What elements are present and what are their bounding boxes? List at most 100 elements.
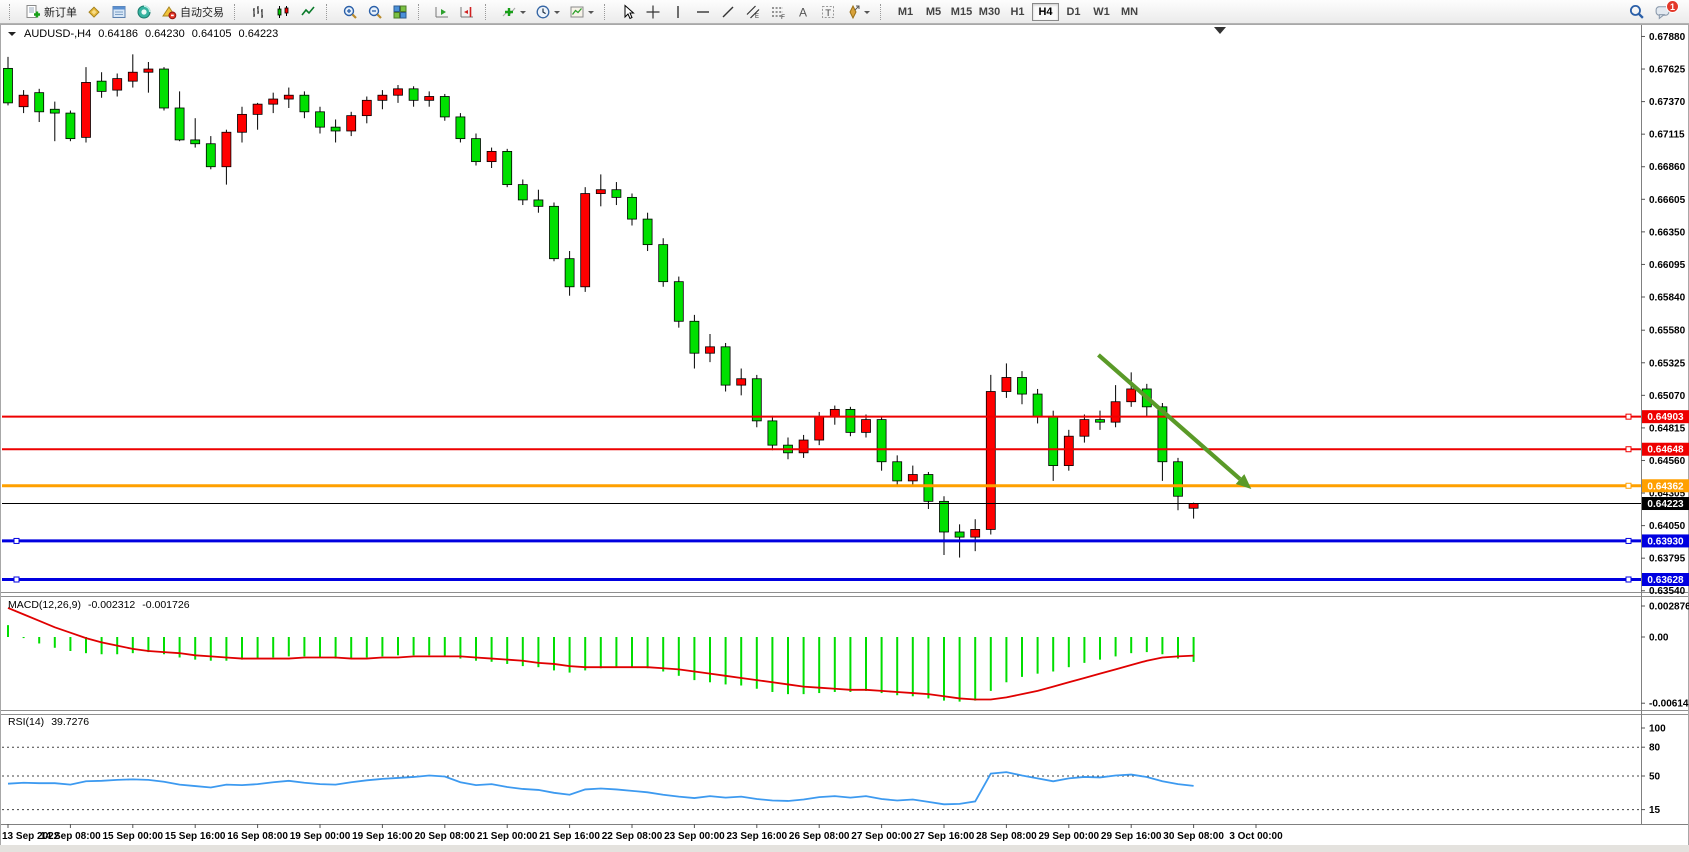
templates-button[interactable]	[565, 2, 598, 22]
zoom-in-button[interactable]	[338, 2, 362, 22]
candle[interactable]	[876, 419, 887, 463]
timeframe-m15-button[interactable]: M15	[950, 5, 973, 18]
timeframe-m5-button[interactable]: M5	[925, 5, 942, 18]
candle[interactable]	[985, 391, 996, 530]
candle[interactable]	[970, 529, 981, 538]
trend-arrow[interactable]	[1097, 353, 1252, 489]
candle[interactable]	[330, 126, 341, 132]
timeframe-d1-button[interactable]: D1	[1066, 5, 1081, 18]
trendline-button[interactable]	[716, 2, 740, 22]
arrows-button[interactable]	[841, 2, 874, 22]
candle[interactable]	[1095, 419, 1105, 423]
channel-button[interactable]: E	[741, 2, 765, 22]
candle[interactable]	[611, 189, 622, 198]
candle[interactable]	[49, 108, 60, 114]
zoom-out-button[interactable]	[363, 2, 387, 22]
candle[interactable]	[283, 94, 294, 100]
notifications-button[interactable]: 1	[1650, 0, 1679, 22]
candle[interactable]	[1032, 393, 1043, 418]
candle[interactable]	[751, 378, 762, 422]
toolbar-group-grip[interactable]	[418, 3, 426, 20]
candle[interactable]	[907, 474, 918, 482]
candle[interactable]	[174, 107, 185, 141]
candle[interactable]	[673, 281, 684, 322]
candle[interactable]	[81, 82, 91, 138]
candle[interactable]	[205, 143, 216, 168]
timeframe-h1-button[interactable]: H1	[1010, 5, 1025, 18]
crosshair-button[interactable]	[641, 2, 665, 22]
timeframe-w1-button[interactable]: W1	[1093, 5, 1110, 18]
new-order-button[interactable]: 新订单	[21, 2, 81, 22]
price-chart-svg[interactable]: 0.67880 0.67625 0.67370 0.67115 0.66860 0.666…	[0, 24, 1689, 852]
chart-shift-button[interactable]	[455, 2, 479, 22]
candle[interactable]	[1173, 461, 1183, 497]
candle[interactable]	[814, 416, 825, 441]
candle[interactable]	[689, 320, 700, 354]
fibonacci-button[interactable]: F	[766, 2, 790, 22]
navigator-button[interactable]	[107, 2, 131, 22]
candle[interactable]	[65, 112, 76, 140]
toolbar-group-grip[interactable]	[485, 3, 493, 20]
search-button[interactable]	[1624, 2, 1649, 22]
candle[interactable]	[408, 88, 419, 101]
candle[interactable]	[798, 439, 809, 454]
candle[interactable]	[221, 131, 232, 168]
text-label-button[interactable]: T	[816, 2, 840, 22]
candle[interactable]	[642, 218, 653, 246]
candle[interactable]	[190, 139, 201, 145]
indicators-button[interactable]	[497, 2, 530, 22]
candle[interactable]	[720, 346, 731, 386]
candle[interactable]	[939, 500, 949, 533]
candle[interactable]	[299, 94, 310, 113]
candle[interactable]	[705, 346, 715, 354]
candle[interactable]	[1157, 406, 1168, 463]
line-chart-button[interactable]	[296, 2, 320, 22]
candle[interactable]	[127, 71, 138, 82]
bar-chart-button[interactable]	[246, 2, 270, 22]
candle[interactable]	[580, 193, 591, 288]
candle[interactable]	[361, 99, 372, 117]
candle[interactable]	[252, 103, 263, 115]
candle[interactable]	[1048, 416, 1059, 466]
candle[interactable]	[112, 78, 123, 91]
toolbar-group-grip[interactable]	[604, 3, 612, 20]
candle[interactable]	[564, 258, 575, 288]
toolbar-group-grip[interactable]	[9, 3, 17, 20]
periods-button[interactable]	[531, 2, 564, 22]
timeframe-m30-button[interactable]: M30	[978, 5, 1001, 18]
candlestick-chart-button[interactable]	[271, 2, 295, 22]
candle[interactable]	[424, 96, 435, 101]
timeframe-h4-button[interactable]: H4	[1032, 2, 1059, 21]
timeframe-m1-button[interactable]: M1	[897, 5, 914, 18]
candle[interactable]	[517, 184, 528, 201]
cursor-button[interactable]	[616, 2, 640, 22]
candle[interactable]	[96, 80, 107, 92]
candle[interactable]	[1126, 388, 1137, 403]
candle[interactable]	[736, 378, 747, 386]
candle[interactable]	[767, 420, 778, 446]
candle[interactable]	[595, 189, 606, 194]
toolbar-group-grip[interactable]	[326, 3, 334, 20]
candle[interactable]	[18, 94, 29, 108]
candle[interactable]	[1188, 503, 1199, 509]
candle[interactable]	[143, 68, 154, 73]
candle[interactable]	[1110, 401, 1121, 423]
auto-trading-button[interactable]: 自动交易	[157, 2, 228, 22]
candle[interactable]	[1001, 377, 1012, 392]
candle[interactable]	[845, 408, 856, 433]
candle[interactable]	[502, 151, 513, 186]
candle[interactable]	[237, 113, 247, 133]
candle[interactable]	[455, 116, 466, 140]
candle[interactable]	[627, 196, 637, 220]
candle[interactable]	[268, 98, 279, 105]
market-watch-button[interactable]	[82, 2, 106, 22]
candle[interactable]	[954, 531, 965, 538]
tile-windows-button[interactable]	[388, 2, 412, 22]
chart-shift-marker[interactable]	[1214, 27, 1226, 34]
candle[interactable]	[658, 244, 669, 283]
candle[interactable]	[892, 461, 903, 482]
candle[interactable]	[159, 68, 169, 109]
auto-scroll-button[interactable]	[430, 2, 454, 22]
symbol-dropdown-caret-icon[interactable]	[8, 32, 16, 40]
